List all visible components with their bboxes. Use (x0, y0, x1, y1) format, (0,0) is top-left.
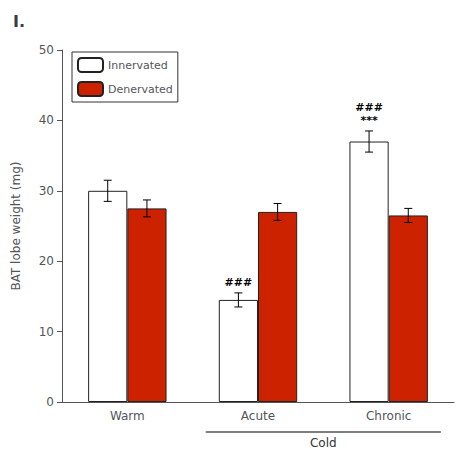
svg-text:Chronic: Chronic (366, 409, 412, 423)
svg-text:Innervated: Innervated (108, 59, 168, 72)
svg-text:BAT lobe weight (mg): BAT lobe weight (mg) (9, 161, 23, 290)
svg-text:20: 20 (39, 254, 54, 268)
svg-text:40: 40 (39, 113, 54, 127)
svg-text:30: 30 (39, 184, 54, 198)
svg-text:50: 50 (39, 43, 54, 57)
svg-text:Cold: Cold (310, 436, 337, 450)
svg-text:Acute: Acute (241, 409, 275, 423)
svg-text:10: 10 (39, 325, 54, 339)
svg-text:***: *** (360, 114, 378, 127)
svg-text:I.: I. (13, 12, 25, 31)
svg-text:###: ### (355, 101, 383, 114)
svg-text:###: ### (225, 276, 253, 289)
svg-text:Denervated: Denervated (108, 83, 173, 96)
svg-text:0: 0 (46, 395, 54, 409)
svg-text:Warm: Warm (110, 409, 145, 423)
